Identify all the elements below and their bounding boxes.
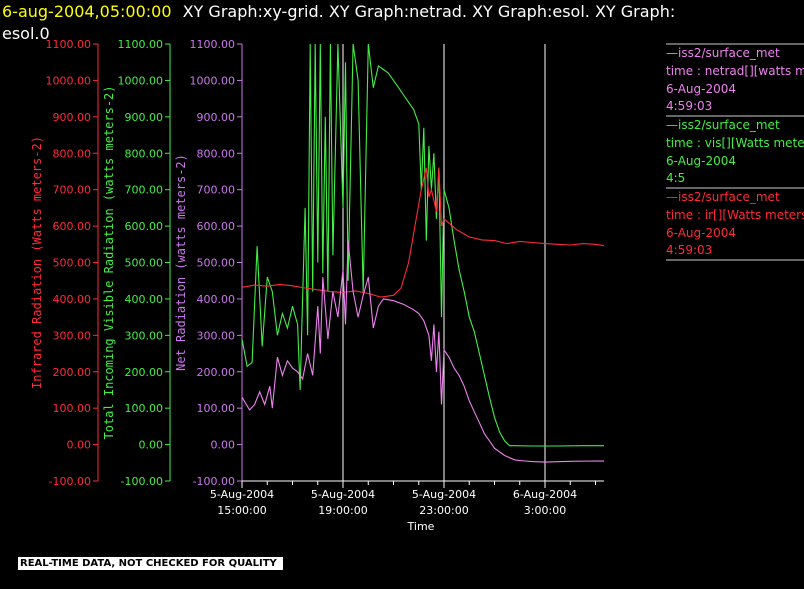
x-axis-title: Time (407, 520, 435, 533)
legend-time: 4:59:03 (666, 99, 712, 113)
y-axis-2-tick-label: 300.00 (125, 329, 164, 342)
x-tick-date-label: 6-Aug-2004 (513, 488, 577, 501)
y-axis-3-tick-label: 800.00 (197, 147, 236, 160)
y-axis-2-tick-label: 900.00 (125, 111, 164, 124)
legend-series-label: time : vis[][Watts meters-2] (666, 136, 804, 150)
y-axis-1-tick-label: 700.00 (53, 184, 92, 197)
y-axis-2-tick-label: 600.00 (125, 220, 164, 233)
y-axis-1-tick-label: 800.00 (53, 147, 92, 160)
legend-time: 4:5 (666, 171, 685, 185)
y-axis-3-tick-label: 700.00 (197, 184, 236, 197)
chart-title-continued: esol.0 (2, 24, 50, 43)
y-axis-2-tick-label: 800.00 (125, 147, 164, 160)
legend-source: —iss2/surface_met (666, 190, 780, 204)
series-line-ir (242, 167, 604, 298)
y-axis-2-tick-label: 100.00 (125, 402, 164, 415)
y-axis-1-tick-label: 300.00 (53, 329, 92, 342)
y-axis-1-tick-label: 1000.00 (46, 74, 92, 87)
y-axis-3-tick-label: 600.00 (197, 220, 236, 233)
y-axis-3-tick-label: 200.00 (197, 366, 236, 379)
series-line-vis (242, 44, 604, 447)
x-tick-time-label: 3:00:00 (524, 504, 566, 517)
legend-source: —iss2/surface_met (666, 118, 780, 132)
y-axis-3-tick-label: 300.00 (197, 329, 236, 342)
y-axis-2-tick-label: 200.00 (125, 366, 164, 379)
y-axis-2-tick-label: 0.00 (139, 439, 164, 452)
y-axis-1-tick-label: 400.00 (53, 293, 92, 306)
x-tick-date-label: 5-Aug-2004 (412, 488, 476, 501)
y-axis-3-tick-label: 100.00 (197, 402, 236, 415)
legend-date: 6-Aug-2004 (666, 226, 736, 240)
legend-series-label: time : ir[][Watts meters-2] (666, 208, 804, 222)
y-axis-3-tick-label: 1100.00 (190, 38, 236, 51)
legend-date: 6-Aug-2004 (666, 82, 736, 96)
legend-date: 6-Aug-2004 (666, 154, 736, 168)
legend-time: 4:59:03 (666, 243, 712, 257)
x-tick-time-label: 19:00:00 (318, 504, 367, 517)
y-axis-1-tick-label: 600.00 (53, 220, 92, 233)
y-axis-3-tick-label: 400.00 (197, 293, 236, 306)
legend-series-label: time : netrad[][watts meters-2] (666, 64, 804, 78)
legend-source: —iss2/surface_met (666, 46, 780, 60)
y-axis-1-tick-label: 100.00 (53, 402, 92, 415)
title-graph-list: XY Graph:xy-grid. XY Graph:netrad. XY Gr… (182, 2, 676, 21)
y-axis-2-tick-label: 700.00 (125, 184, 164, 197)
title-date: 6-aug-2004,05:00:00 (2, 2, 172, 21)
y-axis-1-tick-label: 900.00 (53, 111, 92, 124)
y-axis-2-tick-label: 1000.00 (118, 74, 164, 87)
quality-disclaimer: REAL-TIME DATA, NOT CHECKED FOR QUALITY (18, 557, 283, 570)
y-axis-3-tick-label: 1000.00 (190, 74, 236, 87)
y-axis-3-tick-label: -100.00 (193, 475, 235, 488)
y-axis-1-tick-label: -100.00 (49, 475, 91, 488)
y-axis-3-tick-label: 500.00 (197, 257, 236, 270)
y-axis-3-tick-label: 0.00 (211, 439, 236, 452)
y-axis-2-title: Total Incoming Visible Radiation (watts … (102, 85, 116, 439)
x-tick-date-label: 5-Aug-2004 (311, 488, 375, 501)
x-tick-time-label: 23:00:00 (419, 504, 468, 517)
y-axis-1-tick-label: 500.00 (53, 257, 92, 270)
y-axis-1-title: Infrared Radiation (Watts meters-2) (30, 136, 44, 389)
y-axis-2-tick-label: 1100.00 (118, 38, 164, 51)
y-axis-2-tick-label: 400.00 (125, 293, 164, 306)
y-axis-3-tick-label: 900.00 (197, 111, 236, 124)
y-axis-3-title: Net Radiation (watts meters-2) (174, 154, 188, 371)
y-axis-1-tick-label: 200.00 (53, 366, 92, 379)
y-axis-1-tick-label: 0.00 (67, 439, 92, 452)
y-axis-1-tick-label: 1100.00 (46, 38, 92, 51)
chart-title: 6-aug-2004,05:00:00 XY Graph:xy-grid. XY… (2, 2, 675, 21)
series-line-netrad (242, 240, 604, 463)
y-axis-2-tick-label: -100.00 (121, 475, 163, 488)
x-tick-date-label: 5-Aug-2004 (210, 488, 274, 501)
x-tick-time-label: 15:00:00 (217, 504, 266, 517)
y-axis-2-tick-label: 500.00 (125, 257, 164, 270)
